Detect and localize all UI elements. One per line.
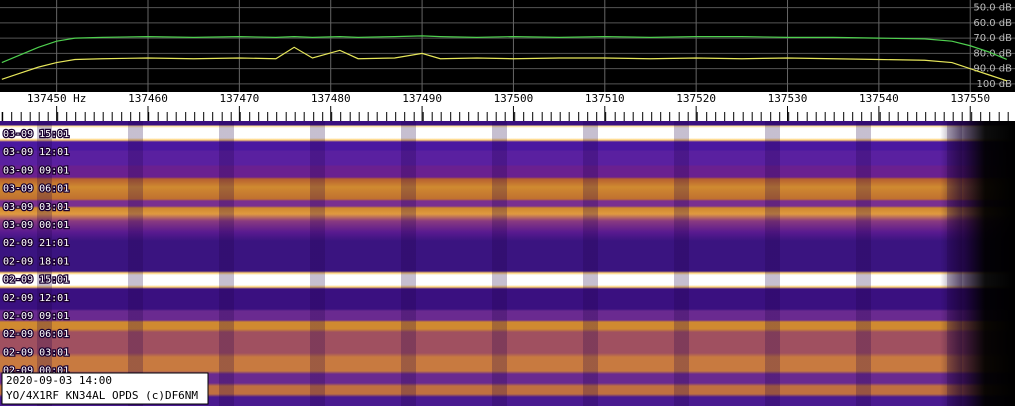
time-label: 02-09 03:01 — [3, 347, 69, 358]
time-label: 02-09 06:01 — [3, 329, 69, 340]
spectrum-background — [0, 0, 1015, 92]
x-tick-label: 137470 — [219, 92, 259, 105]
time-label: 02-09 12:01 — [3, 293, 69, 304]
footer-box — [1, 372, 209, 405]
x-tick-label: 137490 — [402, 92, 442, 105]
time-label: 02-09 09:01 — [3, 311, 69, 322]
x-tick-label: 137480 — [311, 92, 351, 105]
time-label: 03-09 15:01 — [3, 129, 69, 140]
y-tick-label: 100 dB — [977, 79, 1013, 90]
footer-date: 2020-09-03 14:00 — [6, 374, 112, 387]
minor-ticks — [0, 112, 1015, 121]
time-label: 03-09 03:01 — [3, 202, 69, 213]
time-label: 03-09 09:01 — [3, 165, 69, 176]
x-tick-label: 137530 — [768, 92, 808, 105]
time-label: 03-09 00:01 — [3, 220, 69, 231]
spectrum-line — [1, 35, 1008, 64]
y-tick-label: 70.0 dB — [973, 33, 1012, 44]
x-tick-label: 137510 — [585, 92, 625, 105]
spectrum-line — [1, 46, 1007, 82]
x-tick-label: 137500 — [494, 92, 534, 105]
time-label: 02-09 21:01 — [3, 238, 69, 249]
x-tick-label: 137520 — [676, 92, 716, 105]
waterfall — [0, 121, 1015, 406]
time-label: 02-09 15:01 — [3, 275, 69, 286]
x-tick-label: 137460 — [128, 92, 168, 105]
y-tick-label: 50.0 dB — [973, 3, 1012, 14]
y-tick-label: 90.0 dB — [973, 64, 1012, 75]
x-tick-label: 137550 — [950, 92, 990, 105]
footer-station: YO/4X1RF KN34AL OPDS (c)DF6NM — [6, 389, 198, 402]
y-tick-label: 60.0 dB — [973, 18, 1012, 29]
x-tick-label: 137540 — [859, 92, 899, 105]
time-label: 03-09 06:01 — [3, 184, 69, 195]
time-label: 03-09 12:01 — [3, 147, 69, 158]
x-tick-label: 137450 Hz — [27, 92, 87, 105]
time-label: 02-09 18:01 — [3, 256, 69, 267]
